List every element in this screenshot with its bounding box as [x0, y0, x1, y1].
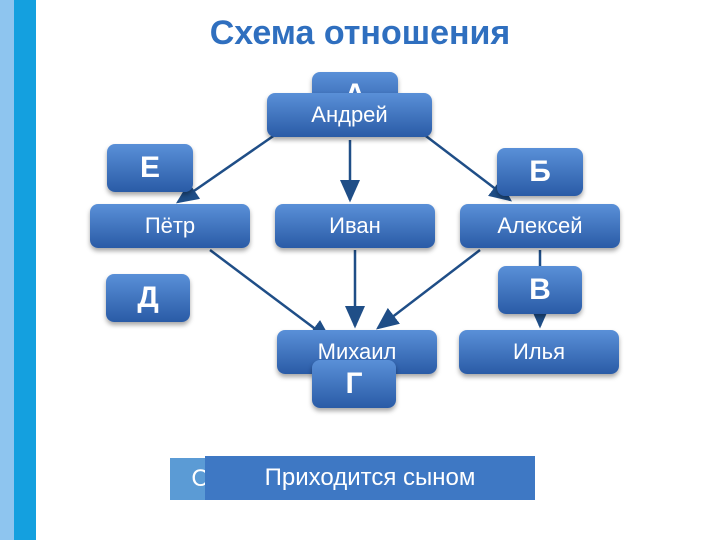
- node-label-G: Г: [345, 367, 362, 401]
- page-root: { "title": "Схема отношения", "colors": …: [0, 0, 720, 540]
- decor-stripe-light: [0, 0, 14, 540]
- edge-andrey-petr: [178, 130, 282, 202]
- node-label-andrey: Андрей: [311, 102, 387, 128]
- caption-main-label: Приходится сыном: [265, 464, 476, 492]
- node-label-B: Б: [529, 155, 551, 189]
- node-label-aleksey: Алексей: [497, 213, 582, 239]
- node-label-E: Е: [140, 151, 160, 185]
- node-label-V: В: [529, 273, 551, 307]
- edge-aleksey-mikhail: [378, 250, 480, 328]
- node-petr: Пётр: [90, 204, 250, 248]
- node-label-D: Д: [137, 281, 158, 315]
- node-B: Б: [497, 148, 583, 196]
- node-label-petr: Пётр: [145, 213, 195, 239]
- node-aleksey: Алексей: [460, 204, 620, 248]
- node-V: В: [498, 266, 582, 314]
- node-ivan: Иван: [275, 204, 435, 248]
- node-label-ilya: Илья: [513, 339, 565, 365]
- node-D: Д: [106, 274, 190, 322]
- node-label-ivan: Иван: [329, 213, 381, 239]
- decor-stripe-dark: [14, 0, 36, 540]
- caption-main-box: Приходится сыном: [205, 456, 535, 500]
- node-G: Г: [312, 360, 396, 408]
- edge-petr-mikhail: [210, 250, 330, 340]
- node-E: Е: [107, 144, 193, 192]
- node-ilya: Илья: [459, 330, 619, 374]
- page-title: Схема отношения: [0, 14, 720, 53]
- node-andrey: Андрей: [267, 93, 432, 137]
